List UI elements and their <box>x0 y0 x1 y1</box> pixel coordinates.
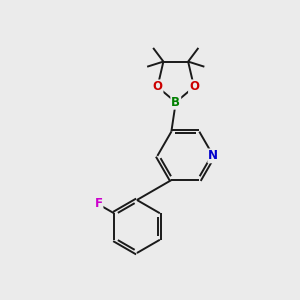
Text: B: B <box>171 96 180 109</box>
Text: O: O <box>152 80 163 93</box>
Text: O: O <box>189 80 199 93</box>
Text: N: N <box>208 149 218 162</box>
Text: F: F <box>94 197 103 210</box>
